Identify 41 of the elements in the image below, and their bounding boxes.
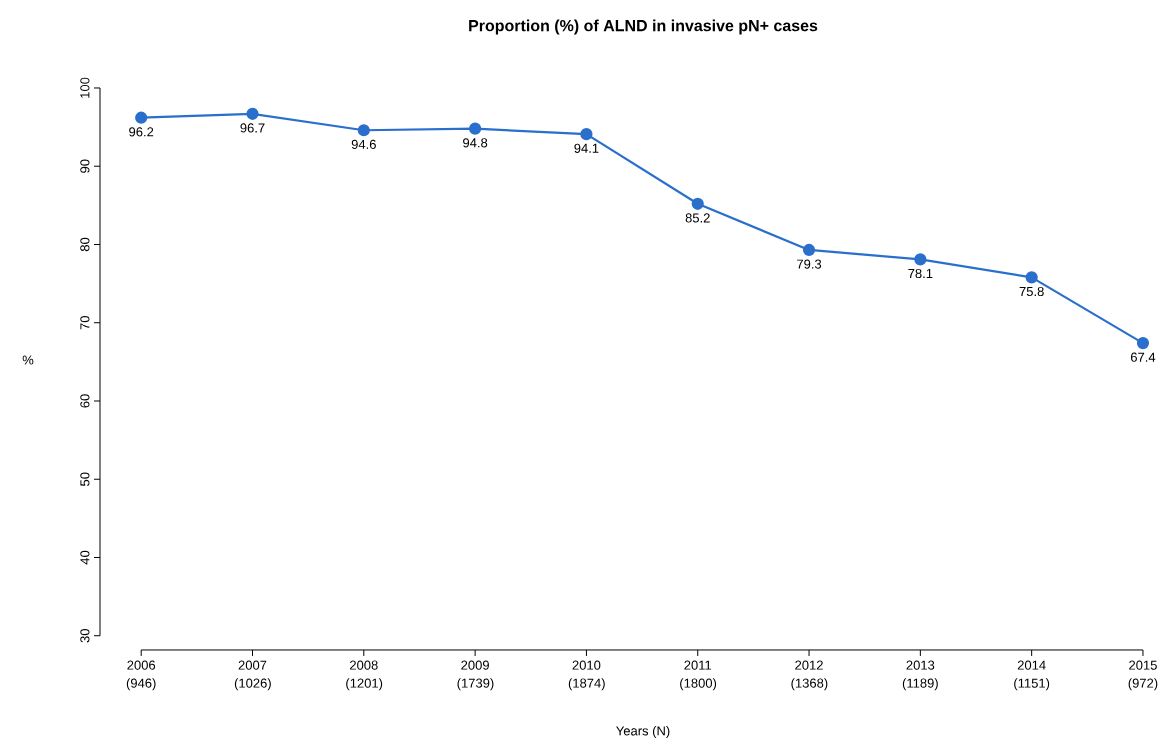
y-tick-label: 80 [80,237,90,252]
x-tick-label: 2013 (1189) [902,660,938,691]
y-tick-label: 100 [80,77,90,98]
y-tick-label: 70 [80,316,90,330]
point [691,197,704,210]
y-tick-label: 50 [80,472,90,486]
data-label: 94.1 [574,143,599,153]
x-tick-label: 2014 (1151) [1014,660,1050,691]
x-tick-label: 2009 (1739) [457,660,494,691]
data-label: 79.3 [797,259,822,269]
data-label: 67.4 [1130,352,1156,362]
y-tick-label: 90 [80,159,90,173]
point [135,111,148,124]
x-tick-label: 2015 (972) [1128,660,1158,691]
y-tick-label: 30 [80,629,90,643]
point [914,253,927,266]
point [1136,336,1150,350]
data-label: 75.8 [1019,286,1044,297]
point [246,107,259,120]
chart-title: Proportion (%) of ALND in invasive pN+ cases [469,19,818,35]
x-tick-label: 2011 (1800) [680,660,717,691]
point [580,128,593,141]
x-tick-label: 2007 (1026) [234,660,271,691]
point [802,243,816,257]
x-tick-label: 2008 (1201) [346,660,383,691]
data-label: 85.2 [685,213,710,223]
y-axis-title: % [22,355,34,365]
point [1025,271,1038,284]
y-tick-label: 40 [80,550,90,565]
x-axis-title: Years (N) [616,725,670,739]
x-tick-label: 2010 (1874) [568,660,605,691]
x-tick-label: 2006 (946) [126,660,156,691]
point [357,124,370,137]
x-tick-label: 2012 (1368) [791,660,828,691]
data-label: 78.1 [908,268,933,279]
data-label: 96.2 [129,127,154,137]
data-label: 94.8 [463,138,488,148]
point [469,122,482,135]
data-label: 96.7 [240,123,265,133]
y-tick-label: 60 [80,394,90,408]
data-label: 94.6 [351,139,376,149]
